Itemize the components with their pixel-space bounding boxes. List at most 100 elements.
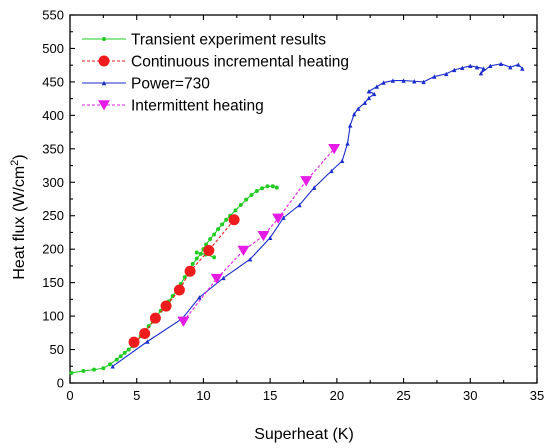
y-tick-label: 500 [42, 41, 64, 56]
data-point [224, 217, 229, 222]
data-point [390, 78, 396, 83]
data-point [520, 66, 525, 71]
data-point [210, 273, 223, 285]
y-axis-ticks: 0 50 100 150 200 250 300 350 400 450 500 550 [42, 8, 537, 391]
data-point [401, 78, 406, 83]
y-tick-label: 0 [57, 376, 64, 391]
legend-item: Power=730 [82, 76, 210, 93]
data-point [145, 339, 150, 344]
data-point [237, 245, 250, 256]
data-point [126, 347, 131, 352]
legend-marker [101, 80, 107, 86]
legend-item: Intermittent heating [82, 98, 264, 115]
data-point [257, 231, 270, 242]
legend-item: Continuous incremental heating [82, 54, 349, 71]
legend-marker [102, 37, 106, 41]
data-point [220, 222, 225, 227]
x-tick-label: 15 [263, 388, 277, 403]
data-point [381, 80, 386, 85]
data-point [212, 255, 217, 260]
data-point [160, 300, 172, 312]
data-point [108, 362, 113, 367]
data-point [412, 79, 417, 84]
data-point [198, 251, 203, 256]
data-point [460, 65, 465, 71]
data-point [81, 368, 86, 373]
y-axis-title-close: ) [11, 154, 28, 159]
data-point [244, 197, 249, 202]
data-point [297, 202, 302, 208]
data-point [356, 106, 361, 111]
data-point [190, 261, 195, 266]
data-point [194, 250, 199, 255]
data-point [352, 111, 357, 117]
y-tick-label: 100 [42, 309, 64, 324]
data-point [481, 66, 486, 71]
data-point [122, 350, 127, 355]
data-point [247, 257, 253, 262]
data-point [212, 232, 217, 237]
data-point [254, 188, 259, 193]
legend-label: Power=730 [131, 76, 210, 93]
data-point [238, 203, 243, 208]
data-point [270, 184, 275, 189]
data-point [272, 213, 285, 224]
data-point [203, 245, 215, 257]
data-point [329, 168, 334, 174]
data-point [69, 370, 74, 375]
data-point [516, 62, 521, 67]
data-point [328, 144, 341, 155]
x-tick-label: 20 [330, 388, 344, 403]
legend-label: Transient experiment results [131, 32, 326, 49]
data-point [110, 364, 115, 369]
y-axis-title-sup: 2 [9, 160, 21, 166]
data-point [197, 295, 202, 300]
data-point [366, 95, 372, 101]
data-point [311, 185, 317, 190]
y-tick-label: 350 [42, 141, 64, 156]
data-point [260, 186, 265, 191]
data-point [92, 367, 97, 372]
data-point [267, 235, 273, 241]
data-point [249, 192, 254, 197]
data-point [173, 284, 185, 296]
y-axis-title-base: Heat flux (W/cm [11, 166, 28, 280]
data-point [216, 227, 221, 232]
y-tick-label: 550 [42, 8, 64, 23]
data-point [149, 312, 161, 324]
data-point [281, 215, 286, 220]
data-point [488, 63, 493, 69]
data-point [474, 64, 480, 70]
data-point [184, 265, 196, 277]
data-point [478, 71, 484, 76]
y-tick-label: 250 [42, 208, 64, 223]
x-tick-label: 35 [530, 388, 544, 403]
series-1 [128, 214, 240, 348]
data-point [432, 74, 437, 79]
data-point [345, 141, 350, 146]
data-point [452, 67, 457, 73]
data-point [208, 237, 213, 242]
data-point [498, 61, 504, 67]
series-3 [177, 144, 341, 327]
series-line [182, 148, 335, 322]
x-axis-ticks: 0 5 10 15 20 25 30 35 [66, 15, 544, 403]
data-point [374, 84, 380, 89]
y-tick-label: 150 [42, 275, 64, 290]
data-point [139, 327, 151, 339]
x-tick-label: 25 [396, 388, 410, 403]
data-point [118, 354, 123, 359]
legend-marker [98, 55, 110, 67]
data-point [421, 79, 426, 85]
data-point [366, 89, 372, 94]
y-tick-label: 400 [42, 108, 64, 123]
data-point [194, 256, 199, 261]
data-point [114, 357, 119, 362]
data-point [221, 275, 226, 281]
legend-label: Intermittent heating [131, 98, 264, 115]
data-point [101, 366, 106, 371]
data-point [468, 63, 473, 69]
data-point [508, 64, 513, 70]
legend: Transient experiment results Continuous i… [82, 32, 349, 115]
